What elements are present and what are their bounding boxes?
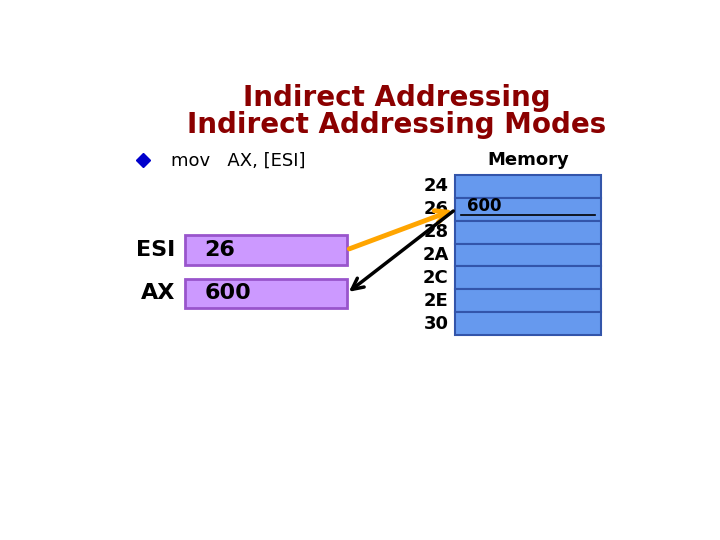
Text: 2E: 2E	[424, 292, 449, 310]
Text: 30: 30	[424, 315, 449, 333]
Text: 2A: 2A	[423, 246, 449, 264]
Text: 600: 600	[467, 198, 501, 215]
Text: Indirect Addressing Modes: Indirect Addressing Modes	[187, 111, 606, 139]
Text: 24: 24	[424, 178, 449, 195]
FancyArrowPatch shape	[349, 211, 448, 249]
Bar	[456, 266, 600, 289]
Text: 2C: 2C	[423, 269, 449, 287]
Text: 26: 26	[424, 200, 449, 218]
Bar	[456, 221, 600, 244]
Bar	[456, 312, 600, 335]
Text: 26: 26	[204, 240, 235, 260]
Bar	[185, 279, 347, 308]
Text: Memory: Memory	[487, 151, 569, 170]
FancyArrowPatch shape	[352, 211, 454, 289]
Text: Indirect Addressing: Indirect Addressing	[243, 84, 551, 112]
Text: 28: 28	[423, 223, 449, 241]
Bar	[456, 289, 600, 312]
Bar	[456, 175, 600, 198]
Text: mov   AX, [ESI]: mov AX, [ESI]	[171, 151, 305, 170]
Bar	[456, 244, 600, 266]
Bar	[456, 198, 600, 221]
Text: ESI: ESI	[135, 240, 175, 260]
Text: AX: AX	[140, 284, 175, 303]
Text: 600: 600	[204, 284, 251, 303]
Bar	[185, 235, 347, 265]
